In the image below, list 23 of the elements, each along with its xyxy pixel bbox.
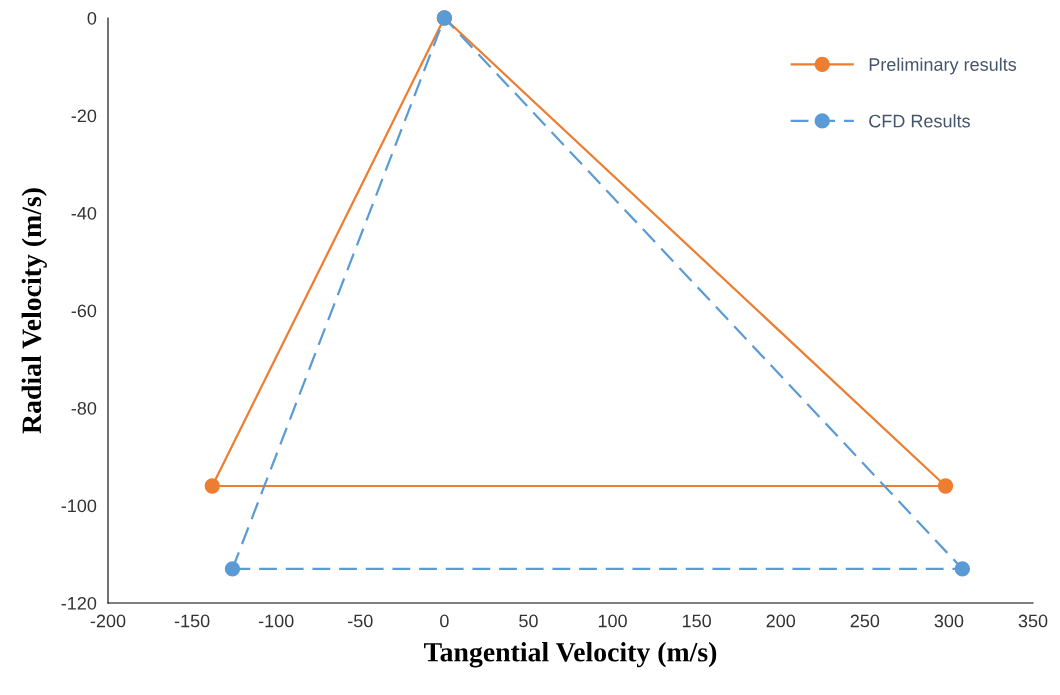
legend-label: Preliminary results <box>869 57 1017 75</box>
x-tick-label: 250 <box>850 614 880 628</box>
y-tick-label: -40 <box>71 206 97 220</box>
x-tick-label: -150 <box>174 614 210 628</box>
x-tick-label: -100 <box>258 614 294 628</box>
y-tick-label: -20 <box>71 109 97 123</box>
x-tick-label: 300 <box>934 614 964 628</box>
x-tick-label: -200 <box>90 614 126 628</box>
x-tick-label: 50 <box>519 614 538 628</box>
legend-label: CFD Results <box>869 114 970 128</box>
x-tick-label: 0 <box>440 614 449 628</box>
x-tick-label: -50 <box>348 614 373 628</box>
y-tick-label: -100 <box>61 499 97 513</box>
x-tick-label: 100 <box>598 614 627 628</box>
x-tick-label: 200 <box>766 614 796 628</box>
y-axis-title: Radial Velocity (m/s) <box>21 188 47 434</box>
x-tick-label: 150 <box>682 614 711 628</box>
y-tick-label: -80 <box>71 401 97 415</box>
x-tick-label: 350 <box>1018 614 1048 628</box>
y-tick-label: 0 <box>87 11 97 25</box>
x-axis-title: Tangential Velocity (m/s) <box>424 642 717 668</box>
y-tick-label: -60 <box>71 304 97 318</box>
y-tick-label: -120 <box>61 596 97 610</box>
